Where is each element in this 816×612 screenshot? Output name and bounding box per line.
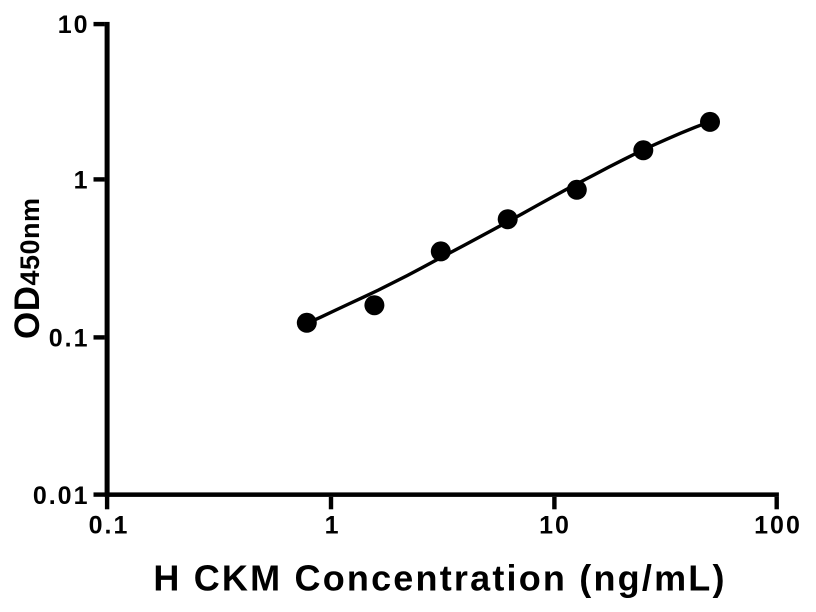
svg-text:100: 100: [754, 511, 802, 539]
svg-text:10: 10: [58, 11, 90, 39]
svg-text:OD450nm: OD450nm: [8, 197, 47, 339]
svg-text:0.01: 0.01: [33, 482, 90, 510]
svg-text:H CKM Concentration (ng/mL): H CKM Concentration (ng/mL): [153, 558, 726, 599]
svg-text:0.1: 0.1: [49, 325, 90, 353]
svg-text:10: 10: [539, 511, 571, 539]
svg-text:1: 1: [74, 167, 90, 195]
svg-text:1: 1: [325, 511, 341, 539]
svg-text:0.1: 0.1: [89, 511, 130, 539]
